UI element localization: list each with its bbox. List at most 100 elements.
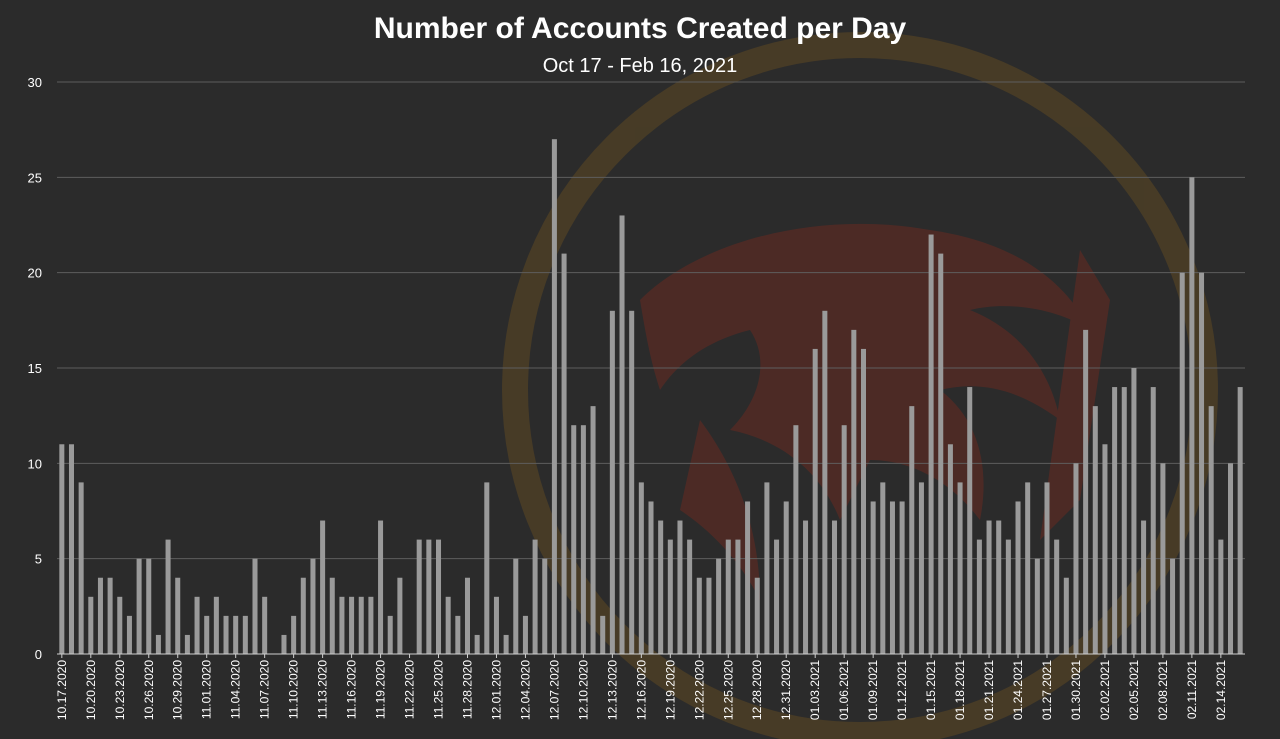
bar xyxy=(600,615,606,654)
x-axis-tick-labels: 10.17.2020 10.20.2020 10.23.2020 10.26.2020… xyxy=(55,654,1228,720)
x-tick-label: 12.25.2020 xyxy=(721,660,735,720)
x-tick-label: 01.30.2021 xyxy=(1069,660,1083,720)
bar xyxy=(368,596,374,654)
x-tick-label: 10.29.2020 xyxy=(171,660,185,720)
bar xyxy=(455,615,461,654)
x-tick-label: 12.04.2020 xyxy=(518,660,532,720)
x-tick-label: 11.28.2020 xyxy=(460,660,474,719)
bar xyxy=(262,596,268,654)
y-tick-label: 15 xyxy=(28,361,42,376)
bar xyxy=(764,482,770,654)
bar xyxy=(841,425,847,654)
x-tick-label: 10.20.2020 xyxy=(84,660,98,720)
bar xyxy=(175,577,181,654)
x-tick-label: 10.26.2020 xyxy=(142,660,156,720)
bar xyxy=(1208,406,1214,654)
bar xyxy=(493,596,499,654)
chart-subtitle: Oct 17 - Feb 16, 2021 xyxy=(543,55,738,77)
bar xyxy=(474,634,480,654)
bar xyxy=(725,539,731,654)
x-tick-label: 11.16.2020 xyxy=(345,660,359,719)
x-tick-label: 10.17.2020 xyxy=(55,660,69,720)
bar xyxy=(436,539,442,654)
bar xyxy=(812,348,818,654)
bar xyxy=(136,558,142,654)
bar xyxy=(1005,539,1011,654)
bar xyxy=(358,596,364,654)
bar xyxy=(658,520,664,654)
x-tick-label: 02.11.2021 xyxy=(1185,660,1199,719)
x-tick-label: 02.14.2021 xyxy=(1214,660,1228,720)
bar xyxy=(310,558,316,654)
bar xyxy=(918,482,924,654)
bar xyxy=(97,577,103,654)
bar xyxy=(590,406,596,654)
bar xyxy=(194,596,200,654)
bar xyxy=(107,577,113,654)
bar xyxy=(687,539,693,654)
bar xyxy=(416,539,422,654)
x-tick-label: 12.10.2020 xyxy=(576,660,590,720)
bar xyxy=(745,501,751,654)
x-tick-label: 01.21.2021 xyxy=(982,660,996,720)
bar xyxy=(445,596,451,654)
x-tick-label: 02.08.2021 xyxy=(1156,660,1170,720)
bar xyxy=(184,634,190,654)
bar xyxy=(1237,387,1243,654)
bar xyxy=(1121,387,1127,654)
bar xyxy=(928,234,934,654)
bar xyxy=(957,482,963,654)
bar xyxy=(716,558,722,654)
bar xyxy=(397,577,403,654)
y-tick-label: 5 xyxy=(35,552,42,567)
x-tick-label: 11.10.2020 xyxy=(287,660,301,719)
bar xyxy=(165,539,171,654)
bar xyxy=(252,558,258,654)
bar xyxy=(986,520,992,654)
bar xyxy=(1025,482,1031,654)
y-tick-label: 20 xyxy=(28,266,42,281)
bar xyxy=(783,501,789,654)
bar xyxy=(1054,539,1060,654)
bar xyxy=(59,444,65,654)
x-tick-label: 01.12.2021 xyxy=(895,660,909,720)
chart-title: Number of Accounts Created per Day xyxy=(374,12,907,45)
bar xyxy=(638,482,644,654)
x-tick-label: 12.28.2020 xyxy=(750,660,764,720)
x-tick-label: 01.15.2021 xyxy=(924,660,938,720)
x-tick-label: 12.22.2020 xyxy=(692,660,706,720)
y-tick-label: 30 xyxy=(28,75,42,90)
bar xyxy=(349,596,355,654)
bar xyxy=(484,482,490,654)
x-tick-label: 01.09.2021 xyxy=(866,660,880,720)
bar xyxy=(551,139,557,654)
bar xyxy=(291,615,297,654)
x-tick-label: 12.19.2020 xyxy=(663,660,677,720)
bar xyxy=(909,406,915,654)
bar xyxy=(426,539,432,654)
bar xyxy=(281,634,287,654)
bar xyxy=(667,539,673,654)
x-tick-label: 01.27.2021 xyxy=(1040,660,1054,720)
y-tick-label: 10 xyxy=(28,456,42,471)
bar xyxy=(880,482,886,654)
bar xyxy=(774,539,780,654)
bar xyxy=(1073,463,1079,654)
x-tick-label: 12.01.2020 xyxy=(489,660,503,720)
bar xyxy=(1179,272,1185,654)
bar xyxy=(513,558,519,654)
bar xyxy=(696,577,702,654)
bar xyxy=(996,520,1002,654)
bar xyxy=(580,425,586,654)
x-tick-label: 11.13.2020 xyxy=(316,660,330,719)
bar xyxy=(899,501,905,654)
bar xyxy=(1044,482,1050,654)
bar xyxy=(387,615,393,654)
x-tick-label: 12.31.2020 xyxy=(779,660,793,720)
bar xyxy=(571,425,577,654)
bar xyxy=(832,520,838,654)
bar xyxy=(68,444,74,654)
bar xyxy=(242,615,248,654)
bar xyxy=(938,253,944,654)
bar xyxy=(629,310,635,654)
